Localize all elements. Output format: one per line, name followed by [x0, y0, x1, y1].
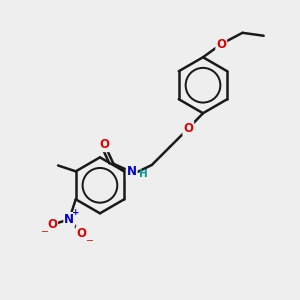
Text: −: − — [40, 226, 49, 236]
Text: −: − — [86, 235, 94, 244]
Text: N: N — [64, 213, 74, 226]
Text: N: N — [127, 165, 137, 178]
Text: H: H — [139, 169, 147, 179]
Text: O: O — [216, 38, 226, 50]
Text: +: + — [72, 208, 80, 217]
Text: O: O — [47, 218, 57, 231]
Text: O: O — [100, 138, 110, 151]
Text: O: O — [183, 122, 193, 135]
Text: O: O — [76, 227, 87, 240]
